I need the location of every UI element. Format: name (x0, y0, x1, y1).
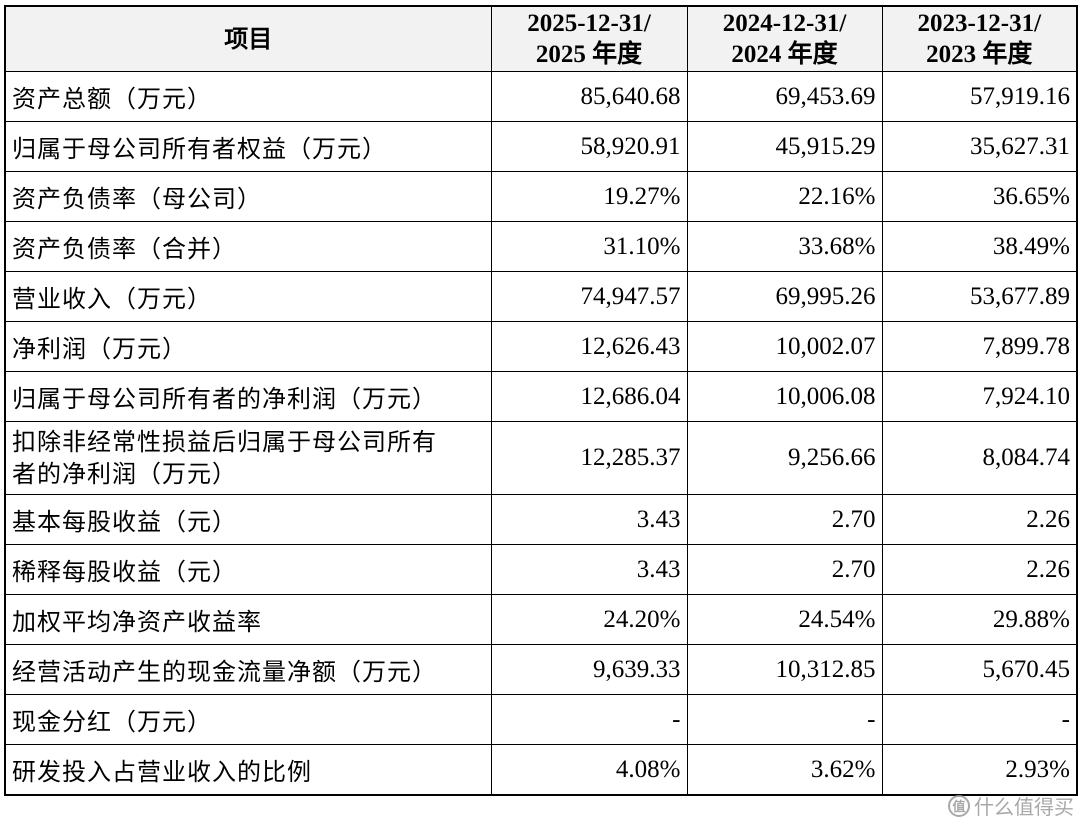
cell-2025: 3.43 (490, 544, 688, 595)
cell-2023: 2.26 (881, 544, 1078, 595)
cell-2023: 53,677.89 (881, 271, 1078, 322)
table-row: 归属于母公司所有者权益（万元） 58,920.91 45,915.29 35,6… (4, 121, 1078, 172)
table-header: 项目 2025-12-31/2025 年度 2024-12-31/2024 年度… (4, 5, 1078, 72)
header-2025-year: 2025 年度 (535, 41, 643, 68)
header-2024-date: 2024-12-31/ (722, 10, 847, 37)
cell-2023: 35,627.31 (881, 121, 1078, 172)
row-label: 加权平均净资产收益率 (4, 594, 492, 645)
row-label: 研发投入占营业收入的比例 (4, 744, 492, 796)
row-label: 资产总额（万元） (4, 71, 492, 122)
cell-2025: 4.08% (490, 744, 688, 796)
cell-2024: 3.62% (686, 744, 883, 796)
cell-2025: 74,947.57 (490, 271, 688, 322)
table-row: 加权平均净资产收益率 24.20% 24.54% 29.88% (4, 594, 1078, 645)
table-row: 稀释每股收益（元） 3.43 2.70 2.26 (4, 544, 1078, 595)
table-row: 资产总额（万元） 85,640.68 69,453.69 57,919.16 (4, 71, 1078, 122)
watermark-logo-icon: 值 (948, 794, 970, 817)
table-row: 营业收入（万元） 74,947.57 69,995.26 53,677.89 (4, 271, 1078, 322)
row-label-line-1: 扣除非经常性损益后归属于母公司所有 (12, 428, 437, 456)
header-2023: 2023-12-31/2023 年度 (881, 5, 1078, 72)
cell-2023: 5,670.45 (881, 644, 1078, 695)
cell-2023: 38.49% (881, 221, 1078, 272)
cell-2023: 29.88% (881, 594, 1078, 645)
header-2025-date: 2025-12-31/ (527, 10, 651, 37)
table-row: 净利润（万元） 12,626.43 10,002.07 7,899.78 (4, 321, 1078, 372)
table-body: 资产总额（万元） 85,640.68 69,453.69 57,919.16 归… (4, 71, 1078, 796)
cell-2023: 8,084.74 (881, 421, 1078, 495)
cell-2025: 9,639.33 (490, 644, 688, 695)
cell-2024: 10,312.85 (686, 644, 883, 695)
cell-2024: 2.70 (686, 494, 883, 545)
cell-2024: 9,256.66 (686, 421, 883, 495)
row-label: 资产负债率（合并） (4, 221, 492, 272)
header-2023-year: 2023 年度 (926, 41, 1033, 68)
row-label-line-2: 者的净利润（万元） (12, 460, 237, 488)
row-label: 资产负债率（母公司） (4, 171, 492, 222)
cell-2025: 3.43 (490, 494, 688, 545)
table-row: 资产负债率（合并） 31.10% 33.68% 38.49% (4, 221, 1078, 272)
row-label: 净利润（万元） (4, 321, 492, 372)
table-row: 研发投入占营业收入的比例 4.08% 3.62% 2.93% (4, 744, 1078, 796)
cell-2025: 24.20% (490, 594, 688, 645)
header-2024: 2024-12-31/2024 年度 (686, 5, 883, 72)
cell-2024: - (686, 694, 883, 745)
cell-2025: - (490, 694, 688, 745)
cell-2023: 2.93% (881, 744, 1078, 796)
table-row: 资产负债率（母公司） 19.27% 22.16% 36.65% (4, 171, 1078, 222)
row-label: 现金分红（万元） (4, 694, 492, 745)
financial-data-table: 项目 2025-12-31/2025 年度 2024-12-31/2024 年度… (4, 5, 1078, 796)
header-2023-date: 2023-12-31/ (917, 10, 1042, 37)
cell-2025: 31.10% (490, 221, 688, 272)
watermark-text: 什么值得买 (974, 795, 1074, 819)
cell-2025: 58,920.91 (490, 121, 688, 172)
row-label: 归属于母公司所有者的净利润（万元） (4, 371, 492, 422)
cell-2025: 12,626.43 (490, 321, 688, 372)
row-label: 稀释每股收益（元） (4, 544, 492, 595)
cell-2023: 57,919.16 (881, 71, 1078, 122)
cell-2024: 2.70 (686, 544, 883, 595)
row-label: 归属于母公司所有者权益（万元） (4, 121, 492, 172)
header-2024-year: 2024 年度 (731, 41, 838, 68)
cell-2025: 19.27% (490, 171, 688, 222)
cell-2024: 10,002.07 (686, 321, 883, 372)
cell-2024: 33.68% (686, 221, 883, 272)
row-label: 基本每股收益（元） (4, 494, 492, 545)
table-row: 基本每股收益（元） 3.43 2.70 2.26 (4, 494, 1078, 545)
table-row: 归属于母公司所有者的净利润（万元） 12,686.04 10,006.08 7,… (4, 371, 1078, 422)
cell-2023: 2.26 (881, 494, 1078, 545)
table-row: 扣除非经常性损益后归属于母公司所有 者的净利润（万元） 12,285.37 9,2… (4, 421, 1078, 495)
header-item: 项目 (4, 5, 492, 72)
watermark: 值 什么值得买 (948, 791, 1074, 820)
cell-2023: 7,924.10 (881, 371, 1078, 422)
row-label: 经营活动产生的现金流量净额（万元） (4, 644, 492, 695)
cell-2024: 24.54% (686, 594, 883, 645)
row-label: 扣除非经常性损益后归属于母公司所有 者的净利润（万元） (4, 421, 492, 495)
cell-2025: 12,686.04 (490, 371, 688, 422)
header-row: 项目 2025-12-31/2025 年度 2024-12-31/2024 年度… (4, 5, 1078, 72)
header-2025: 2025-12-31/2025 年度 (490, 5, 688, 72)
cell-2023: 7,899.78 (881, 321, 1078, 372)
cell-2023: - (881, 694, 1078, 745)
cell-2025: 85,640.68 (490, 71, 688, 122)
cell-2024: 45,915.29 (686, 121, 883, 172)
cell-2024: 69,453.69 (686, 71, 883, 122)
table-row: 经营活动产生的现金流量净额（万元） 9,639.33 10,312.85 5,6… (4, 644, 1078, 695)
header-item-text: 项目 (224, 24, 273, 53)
table-row: 现金分红（万元） - - - (4, 694, 1078, 745)
cell-2025: 12,285.37 (490, 421, 688, 495)
cell-2024: 69,995.26 (686, 271, 883, 322)
row-label: 营业收入（万元） (4, 271, 492, 322)
cell-2023: 36.65% (881, 171, 1078, 222)
cell-2024: 22.16% (686, 171, 883, 222)
cell-2024: 10,006.08 (686, 371, 883, 422)
